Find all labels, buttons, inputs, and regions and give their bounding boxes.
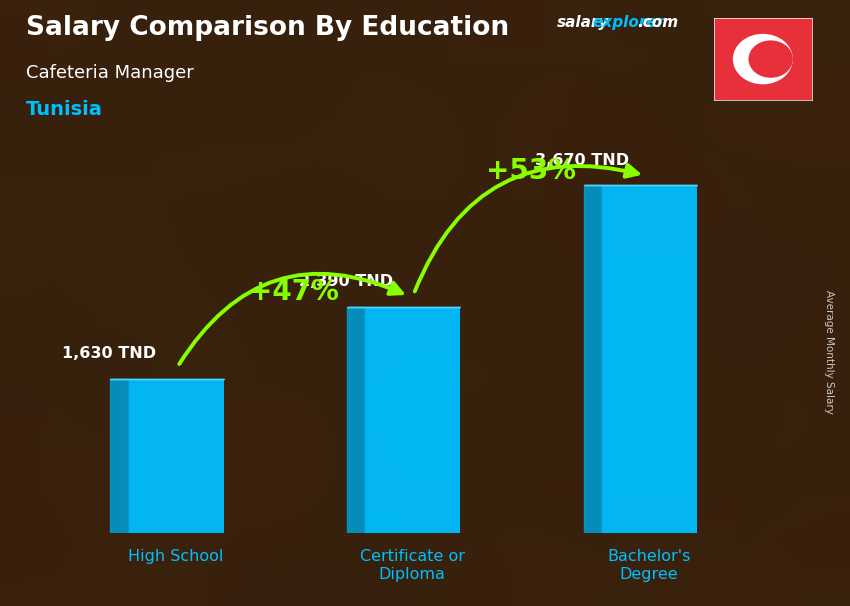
- Polygon shape: [583, 185, 601, 533]
- Text: Cafeteria Manager: Cafeteria Manager: [26, 64, 193, 82]
- Text: 3,670 TND: 3,670 TND: [536, 153, 629, 168]
- Text: ★: ★: [769, 52, 782, 66]
- Text: 2,390 TND: 2,390 TND: [298, 274, 393, 289]
- Polygon shape: [110, 379, 128, 533]
- FancyArrowPatch shape: [179, 274, 402, 364]
- Text: +53%: +53%: [485, 157, 575, 185]
- Text: salary: salary: [557, 15, 609, 30]
- FancyArrowPatch shape: [415, 165, 638, 291]
- Bar: [128, 379, 224, 533]
- Text: explorer: explorer: [592, 15, 665, 30]
- Bar: [364, 307, 461, 533]
- Polygon shape: [347, 307, 364, 533]
- Circle shape: [749, 41, 792, 77]
- Circle shape: [734, 35, 792, 84]
- Bar: [601, 185, 697, 533]
- Text: Tunisia: Tunisia: [26, 100, 102, 119]
- Text: +47%: +47%: [249, 278, 339, 306]
- Text: .com: .com: [638, 15, 678, 30]
- Text: 1,630 TND: 1,630 TND: [62, 346, 156, 361]
- Text: Average Monthly Salary: Average Monthly Salary: [824, 290, 834, 413]
- Text: Salary Comparison By Education: Salary Comparison By Education: [26, 15, 508, 41]
